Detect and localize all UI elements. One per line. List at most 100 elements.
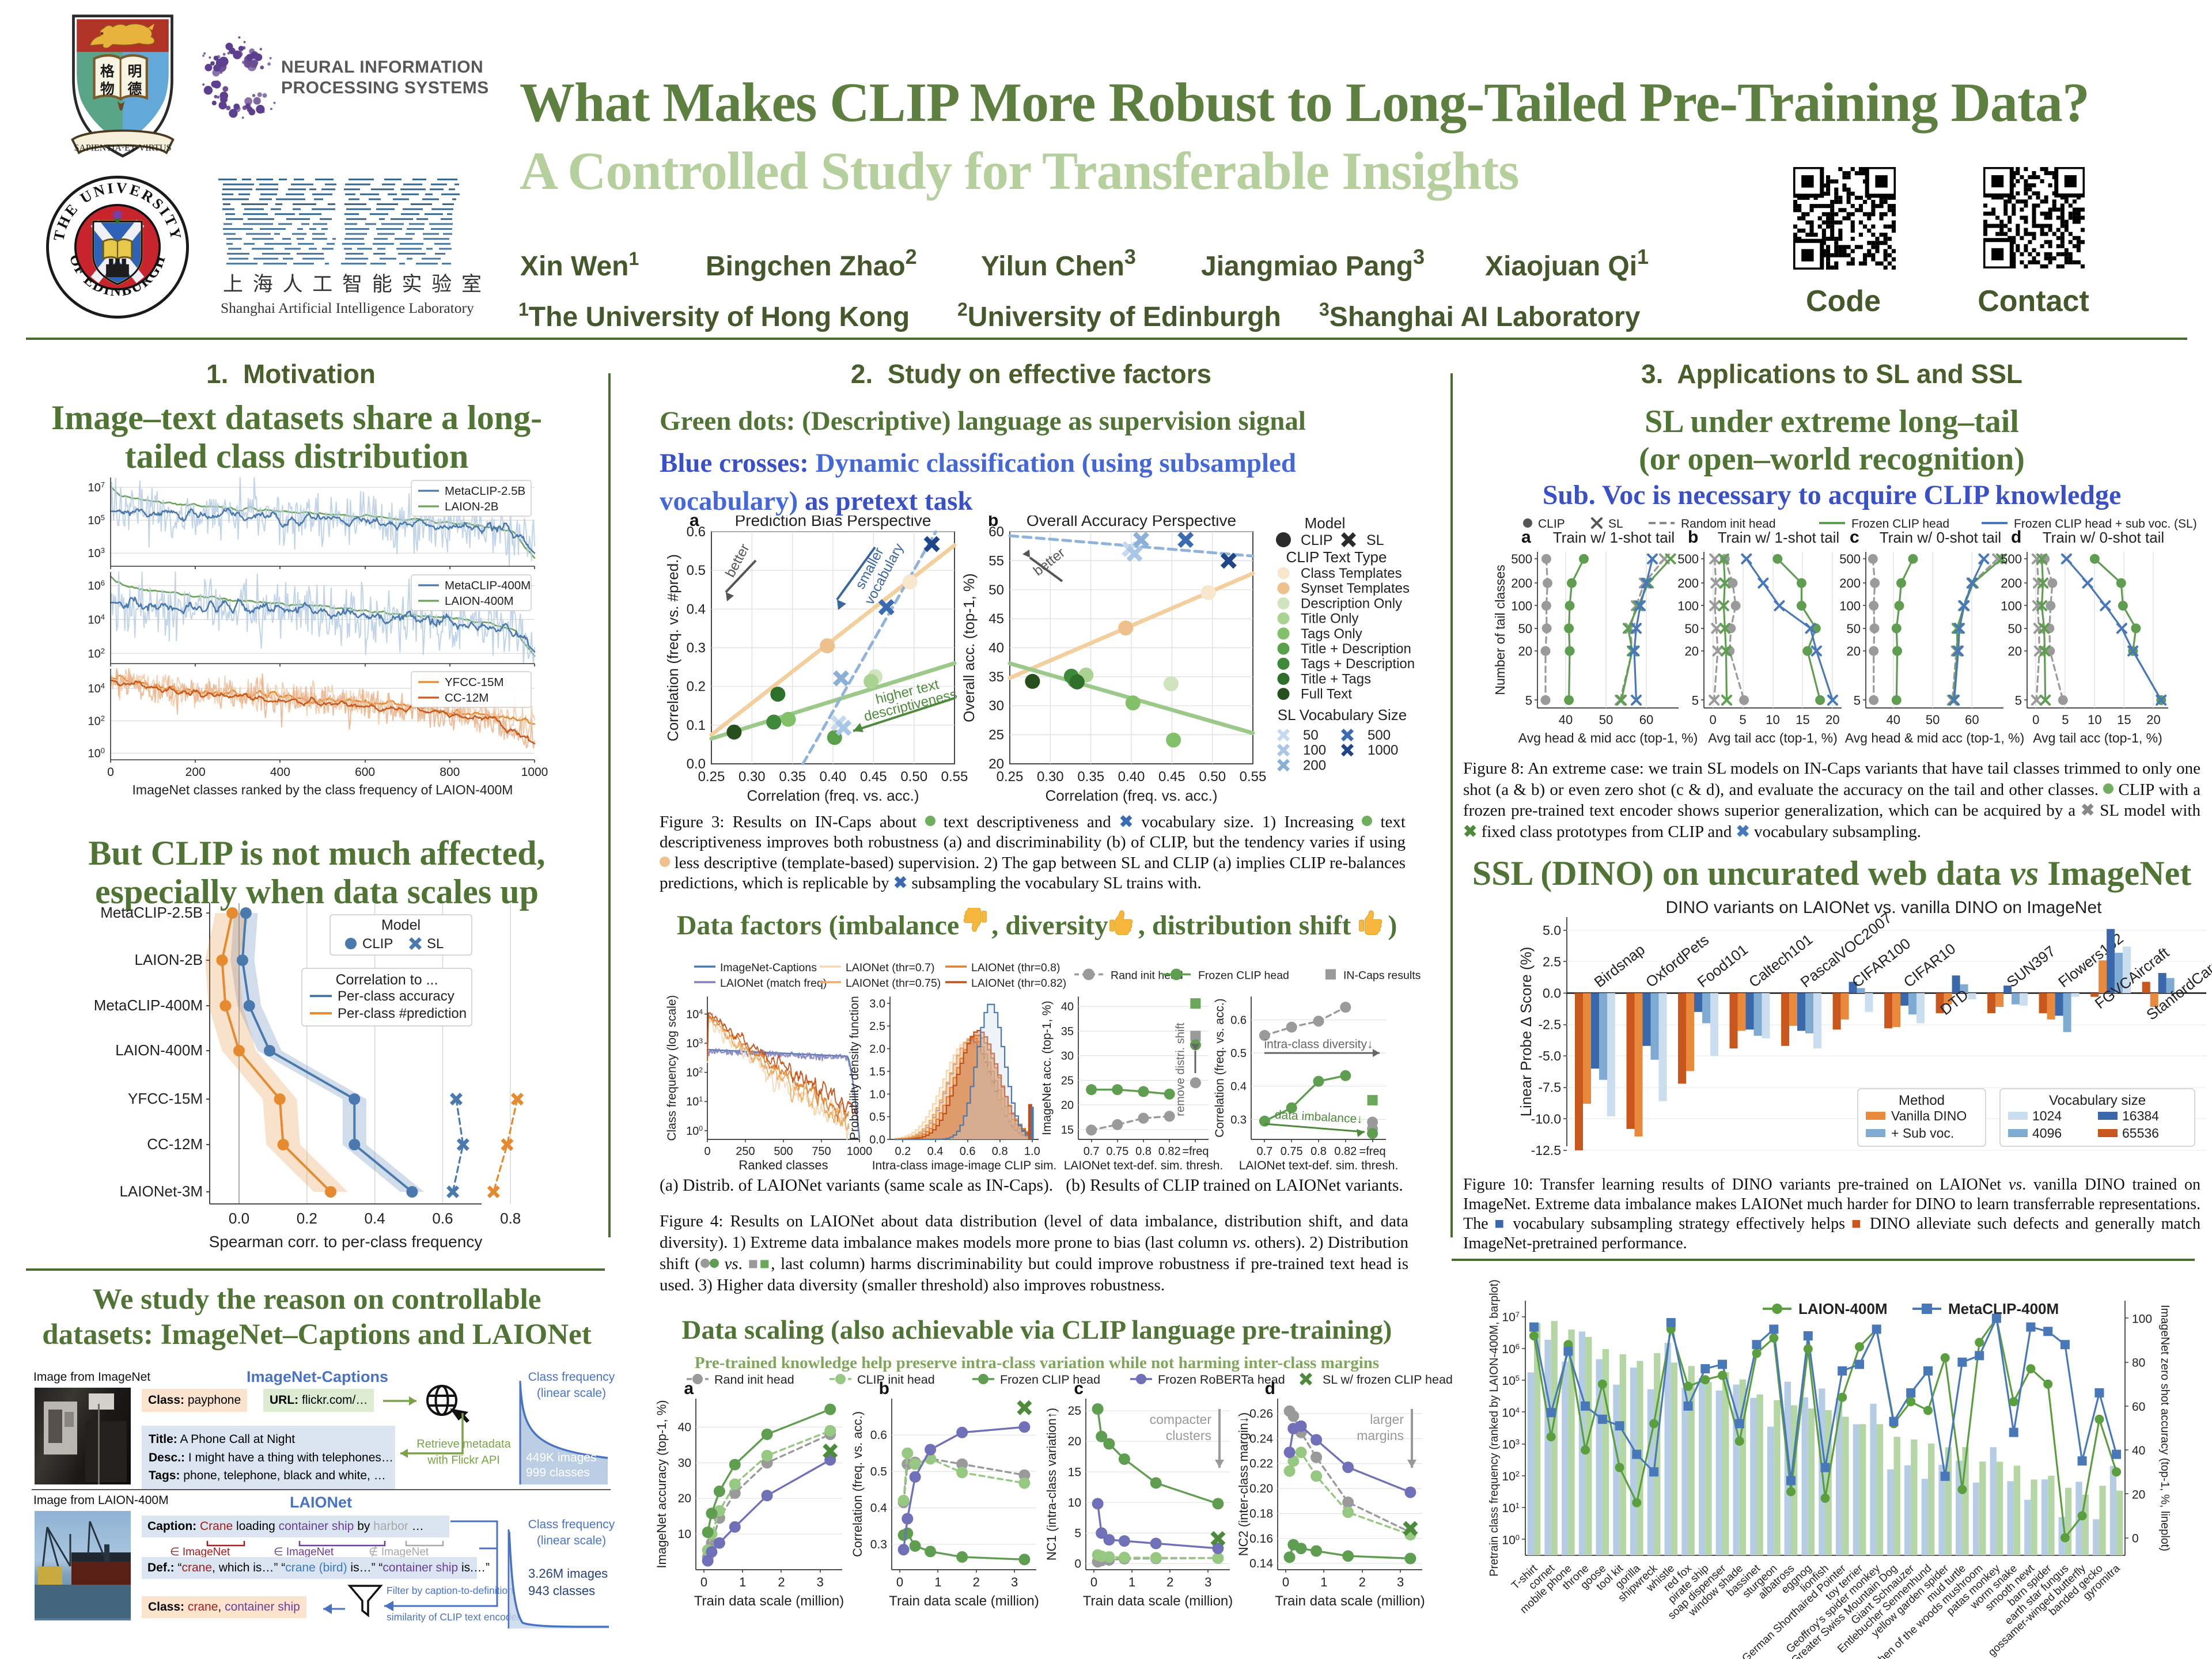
svg-text:d: d [1265, 1379, 1275, 1398]
svg-text:Spearman corr. to per-class fr: Spearman corr. to per-class frequency [209, 1233, 483, 1251]
svg-text:104: 104 [1502, 1406, 1520, 1420]
svg-text:0.4: 0.4 [365, 1210, 385, 1227]
svg-text:b: b [988, 516, 998, 530]
svg-text:0.6: 0.6 [960, 1145, 976, 1158]
svg-text:-7.5: -7.5 [1538, 1080, 1561, 1095]
svg-text:60: 60 [988, 524, 1004, 540]
svg-text:15: 15 [1068, 1465, 1081, 1479]
svg-text:0.75: 0.75 [1106, 1145, 1128, 1158]
svg-text:40: 40 [2132, 1444, 2145, 1457]
svg-text:5: 5 [2062, 713, 2069, 727]
svg-text:Train w/ 1-shot tail: Train w/ 1-shot tail [1718, 529, 1839, 546]
svg-text:100: 100 [1303, 743, 1326, 758]
svg-text:0.4: 0.4 [687, 601, 706, 617]
svg-text:a: a [684, 1379, 694, 1398]
svg-text:SL: SL [1366, 532, 1384, 548]
svg-text:100: 100 [1839, 599, 1861, 613]
svg-text:A Controlled Study for Transfe: A Controlled Study for Transferable Insi… [520, 142, 1518, 201]
svg-text:1000: 1000 [521, 766, 548, 779]
svg-text:1.5: 1.5 [869, 1066, 885, 1078]
svg-text:c: c [1074, 1379, 1084, 1398]
svg-text:2: 2 [1359, 1575, 1366, 1589]
svg-text:LAION-400M: LAION-400M [445, 594, 514, 608]
svg-text:104: 104 [88, 612, 105, 627]
svg-text:2.5: 2.5 [1543, 954, 1561, 969]
svg-text:943 classes: 943 classes [528, 1584, 595, 1598]
svg-text:Class frequency (log scale): Class frequency (log scale) [665, 995, 679, 1141]
svg-text:b: b [879, 1379, 889, 1398]
svg-text:50: 50 [988, 582, 1004, 598]
svg-text:物: 物 [100, 81, 115, 97]
svg-text:0.25: 0.25 [698, 769, 725, 785]
svg-text:0.6: 0.6 [432, 1210, 453, 1227]
svg-text:5: 5 [1854, 693, 1861, 707]
svg-text:Rand init head: Rand init head [1111, 969, 1183, 982]
svg-text:CC-12M: CC-12M [445, 691, 488, 704]
svg-text:LAION-400M: LAION-400M [1798, 1300, 1888, 1317]
svg-text:LAIONet (thr=0.7): LAIONet (thr=0.7) [846, 961, 934, 974]
svg-text:0.8: 0.8 [1310, 1145, 1327, 1158]
svg-text:2University of Edinburgh: 2University of Edinburgh [957, 299, 1281, 332]
svg-text:5: 5 [2015, 693, 2022, 707]
svg-text:0.8: 0.8 [992, 1145, 1008, 1158]
svg-text:20: 20 [678, 1492, 691, 1505]
svg-text:0: 0 [1709, 713, 1716, 727]
svg-text:Tags Only: Tags Only [1301, 626, 1362, 642]
svg-text:20: 20 [1518, 644, 1532, 658]
svg-text:CLIP init head: CLIP init head [857, 1373, 935, 1387]
svg-text:0: 0 [107, 766, 114, 779]
svg-text:NEURAL INFORMATION: NEURAL INFORMATION [281, 58, 483, 77]
svg-text:5: 5 [1074, 1527, 1081, 1540]
svg-text:SL: SL [427, 936, 444, 952]
svg-text:1.0: 1.0 [869, 1088, 885, 1101]
svg-text:105: 105 [1502, 1374, 1520, 1388]
svg-text:PROCESSING SYSTEMS: PROCESSING SYSTEMS [281, 78, 489, 97]
svg-text:Birdsnap: Birdsnap [1591, 941, 1648, 991]
svg-text:2: 2 [973, 1575, 980, 1589]
svg-text:LAIONet text-def. sim. thresh.: LAIONet text-def. sim. thresh. [1064, 1159, 1224, 1172]
svg-text:1: 1 [1320, 1575, 1327, 1589]
svg-text:Model: Model [381, 917, 421, 933]
svg-text:LAION-400M: LAION-400M [115, 1041, 203, 1059]
svg-text:5.0: 5.0 [1543, 923, 1561, 938]
svg-text:Pretrain class frequency (rank: Pretrain class frequency (ranked by LAIO… [1488, 1279, 1501, 1577]
svg-text:data imbalance↓: data imbalance↓ [1274, 1108, 1363, 1126]
svg-text:Number of tail classes: Number of tail classes [1493, 565, 1508, 695]
svg-text:IN-Caps results: IN-Caps results [1343, 969, 1421, 982]
svg-text:PascalVOC2007: PascalVOC2007 [1797, 909, 1895, 991]
svg-text:2.0: 2.0 [869, 1043, 885, 1056]
svg-text:106: 106 [88, 578, 105, 593]
svg-text:ImageNet zero shot accuracy (t: ImageNet zero shot accuracy (top-1, %, l… [2158, 1305, 2171, 1551]
svg-text:0.0: 0.0 [229, 1210, 249, 1227]
svg-text:Train w/ 0-shot tail: Train w/ 0-shot tail [2043, 529, 2164, 546]
svg-text:SL w/ frozen CLIP head: SL w/ frozen CLIP head [1323, 1373, 1453, 1387]
svg-text:40: 40 [1061, 1001, 1074, 1013]
svg-text:0: 0 [2132, 1532, 2139, 1546]
svg-text:LAION-2B: LAION-2B [445, 500, 498, 513]
svg-text:3: 3 [817, 1575, 824, 1589]
svg-text:NC2 (inter-class margin↓): NC2 (inter-class margin↓) [1236, 1412, 1251, 1556]
svg-text:0.5: 0.5 [1230, 1047, 1247, 1060]
svg-text:0.8: 0.8 [500, 1210, 521, 1227]
svg-text:102: 102 [88, 714, 105, 728]
svg-text:clusters: clusters [1166, 1428, 1211, 1443]
svg-text:40: 40 [988, 641, 1004, 656]
svg-text:107: 107 [88, 480, 105, 495]
svg-text:Per-class accuracy: Per-class accuracy [338, 988, 454, 1004]
svg-text:Correlation (freq. vs. #pred.): Correlation (freq. vs. #pred.) [664, 554, 681, 741]
svg-text:What Makes CLIP More Robust to: What Makes CLIP More Robust to Long-Tail… [520, 71, 2089, 133]
svg-text:50: 50 [1685, 622, 1699, 636]
svg-text:ImageNet acc. (top-1, %): ImageNet acc. (top-1, %) [1040, 1001, 1054, 1135]
svg-text:Correlation (freq. vs. acc.): Correlation (freq. vs. acc.) [747, 787, 919, 804]
svg-text:0.22: 0.22 [1249, 1457, 1273, 1471]
svg-text:25: 25 [988, 728, 1004, 743]
svg-text:20: 20 [1685, 644, 1699, 658]
svg-text:0.4: 0.4 [1230, 1081, 1247, 1093]
svg-text:LAION-2B: LAION-2B [135, 951, 203, 968]
svg-text:Contact: Contact [1978, 285, 2089, 318]
svg-text:0.6: 0.6 [870, 1429, 887, 1442]
svg-text:10: 10 [1068, 1496, 1081, 1509]
svg-text:Overall Accuracy Perspective: Overall Accuracy Perspective [1027, 516, 1236, 529]
svg-text:50: 50 [1847, 622, 1861, 636]
svg-text:102: 102 [686, 1066, 703, 1080]
